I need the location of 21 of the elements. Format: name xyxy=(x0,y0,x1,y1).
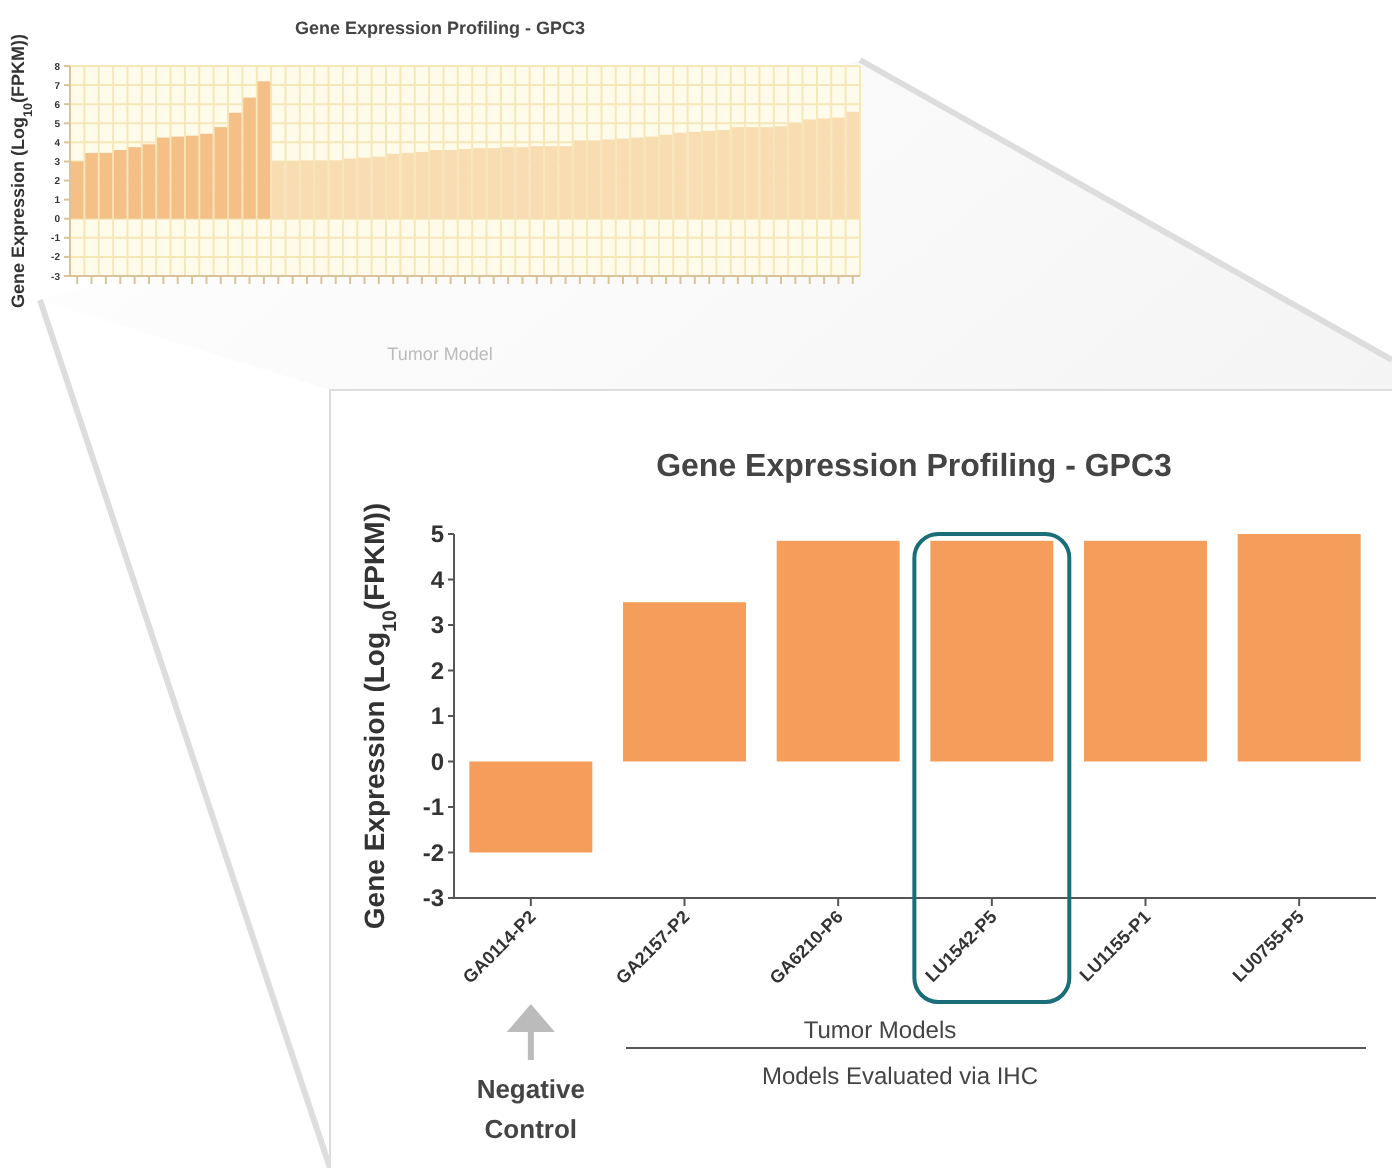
bar xyxy=(469,761,593,853)
bar xyxy=(930,540,1054,762)
y-tick-label: -3 xyxy=(422,884,445,913)
y-tick-label: 4 xyxy=(430,565,445,594)
chart-title: Gene Expression Profiling - GPC3 xyxy=(656,450,1173,484)
text: Negative Control xyxy=(476,1074,586,1144)
bar xyxy=(623,602,746,762)
chart-title: Gene Expression Profiling - GPC3 xyxy=(294,18,586,38)
y-tick-label: 0 xyxy=(430,747,445,776)
x-axis-title: Tumor Model xyxy=(387,344,493,364)
bar xyxy=(1084,540,1207,762)
y-tick-label: 2 xyxy=(430,656,445,685)
bar xyxy=(1237,534,1361,762)
text: Models Evaluated via IHC xyxy=(761,1062,1039,1090)
y-tick-label: 1 xyxy=(430,702,445,731)
bar xyxy=(776,540,900,762)
y-tick-label: 5 xyxy=(430,520,445,549)
y-tick-label: -2 xyxy=(422,838,445,867)
y-tick-label: -1 xyxy=(422,793,445,822)
x-axis-title: Tumor Models xyxy=(803,1016,957,1044)
y-tick-label: 3 xyxy=(430,611,445,640)
